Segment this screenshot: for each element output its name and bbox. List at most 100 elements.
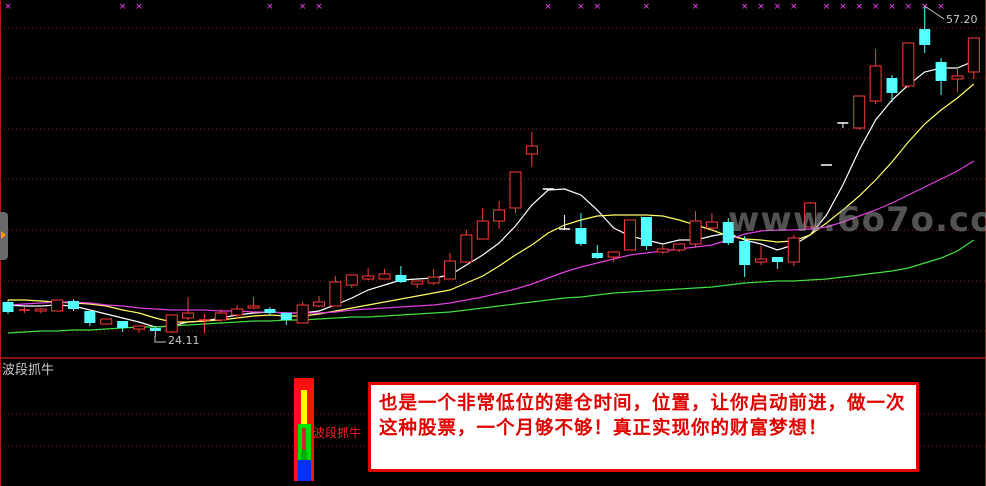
candle-body: [509, 171, 522, 209]
ma-line: [7, 160, 975, 314]
candle: [575, 213, 587, 246]
candle: [84, 311, 96, 326]
signal-mark: ×: [119, 2, 127, 12]
candle: [804, 202, 817, 228]
candle: [624, 219, 637, 251]
signal-mark: ×: [855, 2, 863, 12]
candle: [51, 299, 64, 312]
signal-mark: ×: [905, 2, 913, 12]
signal-mark: ×: [790, 2, 798, 12]
candle: [476, 208, 489, 240]
candle-body: [313, 301, 326, 307]
candle-body: [231, 308, 244, 316]
signal-mark: ×: [692, 2, 700, 12]
candle: [886, 75, 898, 102]
candle: [117, 321, 129, 332]
signal-mark: ×: [544, 2, 552, 12]
scroll-handle[interactable]: [0, 212, 8, 260]
signal-mark: ×: [594, 2, 602, 12]
candle-body: [264, 309, 276, 313]
high-pointer: [924, 5, 945, 20]
candle: [280, 312, 292, 325]
candle-body: [722, 222, 734, 243]
candle: [182, 297, 195, 320]
candle: [705, 213, 718, 230]
candle-body: [214, 312, 227, 321]
candle-body: [296, 304, 309, 324]
candle-body: [640, 217, 652, 246]
candle: [919, 6, 931, 53]
candle-body: [345, 274, 358, 286]
signal-mark: ×: [266, 2, 274, 12]
candle: [149, 326, 161, 337]
candle: [313, 296, 326, 307]
candle-body: [411, 280, 424, 285]
candle-body: [787, 237, 800, 263]
candle: [296, 302, 309, 324]
indicator-bar: [294, 378, 314, 481]
candle: [67, 299, 79, 311]
candle: [902, 42, 915, 88]
candle-body: [182, 312, 195, 319]
candle-body: [280, 313, 292, 320]
moving-average-lines: [7, 60, 975, 334]
indicator-title: 波段抓牛: [2, 363, 55, 378]
candle-body: [34, 308, 47, 312]
candle: [739, 236, 751, 277]
candle-body: [919, 29, 931, 45]
candle-body: [493, 209, 506, 222]
ma-line: [7, 239, 975, 334]
candle: [214, 309, 227, 322]
signal-mark: ×: [135, 2, 143, 12]
candle-body: [689, 220, 702, 245]
signal-mark: ×: [741, 2, 749, 12]
candles: [2, 6, 980, 337]
candle: [525, 132, 538, 167]
candle-body: [869, 65, 882, 102]
indicator-signal-label: 波段抓牛: [313, 426, 362, 440]
signal-mark: ×: [577, 2, 585, 12]
candle-body: [117, 321, 129, 328]
signal-mark: ×: [823, 2, 831, 12]
candle: [427, 269, 440, 285]
candle-body: [67, 301, 79, 309]
candle: [640, 217, 652, 250]
candle-body: [607, 251, 620, 258]
signal-mark: ×: [921, 2, 929, 12]
ma-line: [7, 60, 975, 328]
candle-body: [525, 145, 538, 155]
candle: [559, 215, 571, 230]
candle-body: [886, 78, 898, 93]
candle-body: [673, 243, 686, 251]
candle-body: [362, 275, 375, 280]
candle: [2, 300, 14, 314]
candle: [198, 314, 210, 333]
candle: [378, 269, 391, 280]
candle-body: [656, 248, 669, 253]
candle-body: [2, 302, 14, 312]
candle-body: [100, 318, 113, 325]
candle: [755, 246, 768, 265]
candle-body: [575, 228, 587, 244]
candle-body: [427, 276, 440, 284]
candle-body: [755, 258, 768, 263]
candle-body: [165, 314, 178, 333]
candle: [345, 274, 358, 288]
candle: [493, 201, 506, 229]
candle-body: [902, 42, 915, 87]
candle-body: [624, 219, 637, 251]
candle-body: [460, 234, 473, 263]
candle: [460, 230, 473, 263]
candle-body: [329, 281, 342, 307]
candle-body: [853, 95, 866, 129]
candle-body: [771, 257, 783, 262]
candle-body: [378, 273, 391, 280]
signal-mark: ×: [4, 2, 12, 12]
candle-body: [705, 221, 718, 229]
candle-body: [739, 241, 751, 265]
signal-mark: ×: [299, 2, 307, 12]
candle-body: [476, 220, 489, 240]
candle: [132, 325, 145, 333]
candle-body: [591, 253, 603, 258]
signal-mark: ×: [757, 2, 765, 12]
